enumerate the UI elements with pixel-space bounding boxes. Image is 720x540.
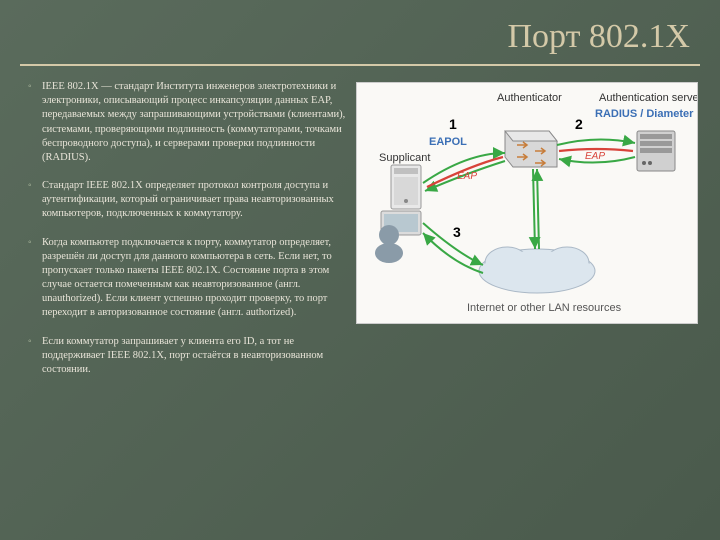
server-icon <box>637 131 675 171</box>
list-item: Когда компьютер подключается к порту, ко… <box>28 236 348 321</box>
title-underline <box>20 64 700 66</box>
num-3: 3 <box>453 224 461 240</box>
authenticator-label: Authenticator <box>497 92 562 104</box>
auth-server-label: Authentication server <box>599 92 697 104</box>
list-item: Стандарт IEEE 802.1X определяет протокол… <box>28 179 348 222</box>
switch-icon <box>505 131 557 167</box>
bullet-text: Когда компьютер подключается к порту, ко… <box>42 237 332 319</box>
radius-label: RADIUS / Diameter <box>595 108 694 120</box>
num-2: 2 <box>575 116 583 132</box>
eap-right-label: EAP <box>585 151 605 162</box>
num-1: 1 <box>449 116 457 132</box>
title-area: Порт 802.1X <box>507 18 690 60</box>
page-title: Порт 802.1X <box>507 18 690 56</box>
bullet-list: IEEE 802.1X — стандарт Института инженер… <box>28 80 348 391</box>
eapol-label: EAPOL <box>429 136 467 148</box>
supplicant-icon <box>375 165 421 263</box>
bullet-text: Стандарт IEEE 802.1X определяет протокол… <box>42 180 334 219</box>
cloud-icon <box>479 247 595 293</box>
bullet-text: IEEE 802.1X — стандарт Института инженер… <box>42 81 345 163</box>
list-item: IEEE 802.1X — стандарт Института инженер… <box>28 80 348 165</box>
supplicant-label: Supplicant <box>379 152 430 164</box>
bottom-label: Internet or other LAN resources <box>467 302 622 314</box>
network-diagram: Authenticator Authentication server RADI… <box>356 82 698 324</box>
link-switch-cloud <box>533 169 539 249</box>
bullet-text: Если коммутатор запрашивает у клиента ег… <box>42 336 323 375</box>
list-item: Если коммутатор запрашивает у клиента ег… <box>28 335 348 378</box>
eap-left-label: EAP <box>457 171 477 182</box>
